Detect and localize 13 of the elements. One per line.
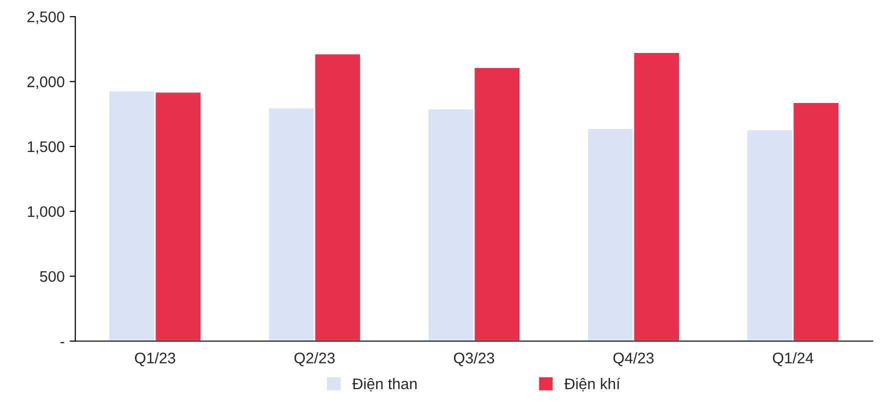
legend-label: Điện khí xyxy=(564,378,620,392)
x-tick-label: Q1/24 xyxy=(772,352,814,366)
x-tick-label: Q1/23 xyxy=(134,352,176,366)
y-tick-label: 500 xyxy=(40,271,64,282)
x-tick-label: Q2/23 xyxy=(294,352,335,366)
y-tick-label: 2,500 xyxy=(27,12,64,24)
y-tick-label: 1,000 xyxy=(28,206,64,219)
y-tick-label: - xyxy=(60,342,64,344)
x-tick-label: Q3/23 xyxy=(454,352,494,366)
x-tick-label: Q4/23 xyxy=(613,352,654,366)
legend-label: Điện than xyxy=(352,378,417,392)
y-tick-label: 1,500 xyxy=(28,141,64,154)
y-tick-label: 2,000 xyxy=(27,76,64,90)
